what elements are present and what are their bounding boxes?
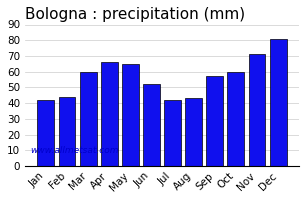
Bar xyxy=(164,100,181,166)
Bar xyxy=(80,72,96,166)
Bar xyxy=(58,97,75,166)
Bar xyxy=(206,76,223,166)
Bar xyxy=(185,98,202,166)
Bar xyxy=(227,72,244,166)
Bar xyxy=(270,39,287,166)
Bar xyxy=(37,100,54,166)
Bar xyxy=(248,54,266,166)
Bar xyxy=(143,84,160,166)
Text: Bologna : precipitation (mm): Bologna : precipitation (mm) xyxy=(25,7,245,22)
Bar xyxy=(101,62,118,166)
Bar xyxy=(122,64,139,166)
Text: www.allmetsat.com: www.allmetsat.com xyxy=(30,146,119,155)
